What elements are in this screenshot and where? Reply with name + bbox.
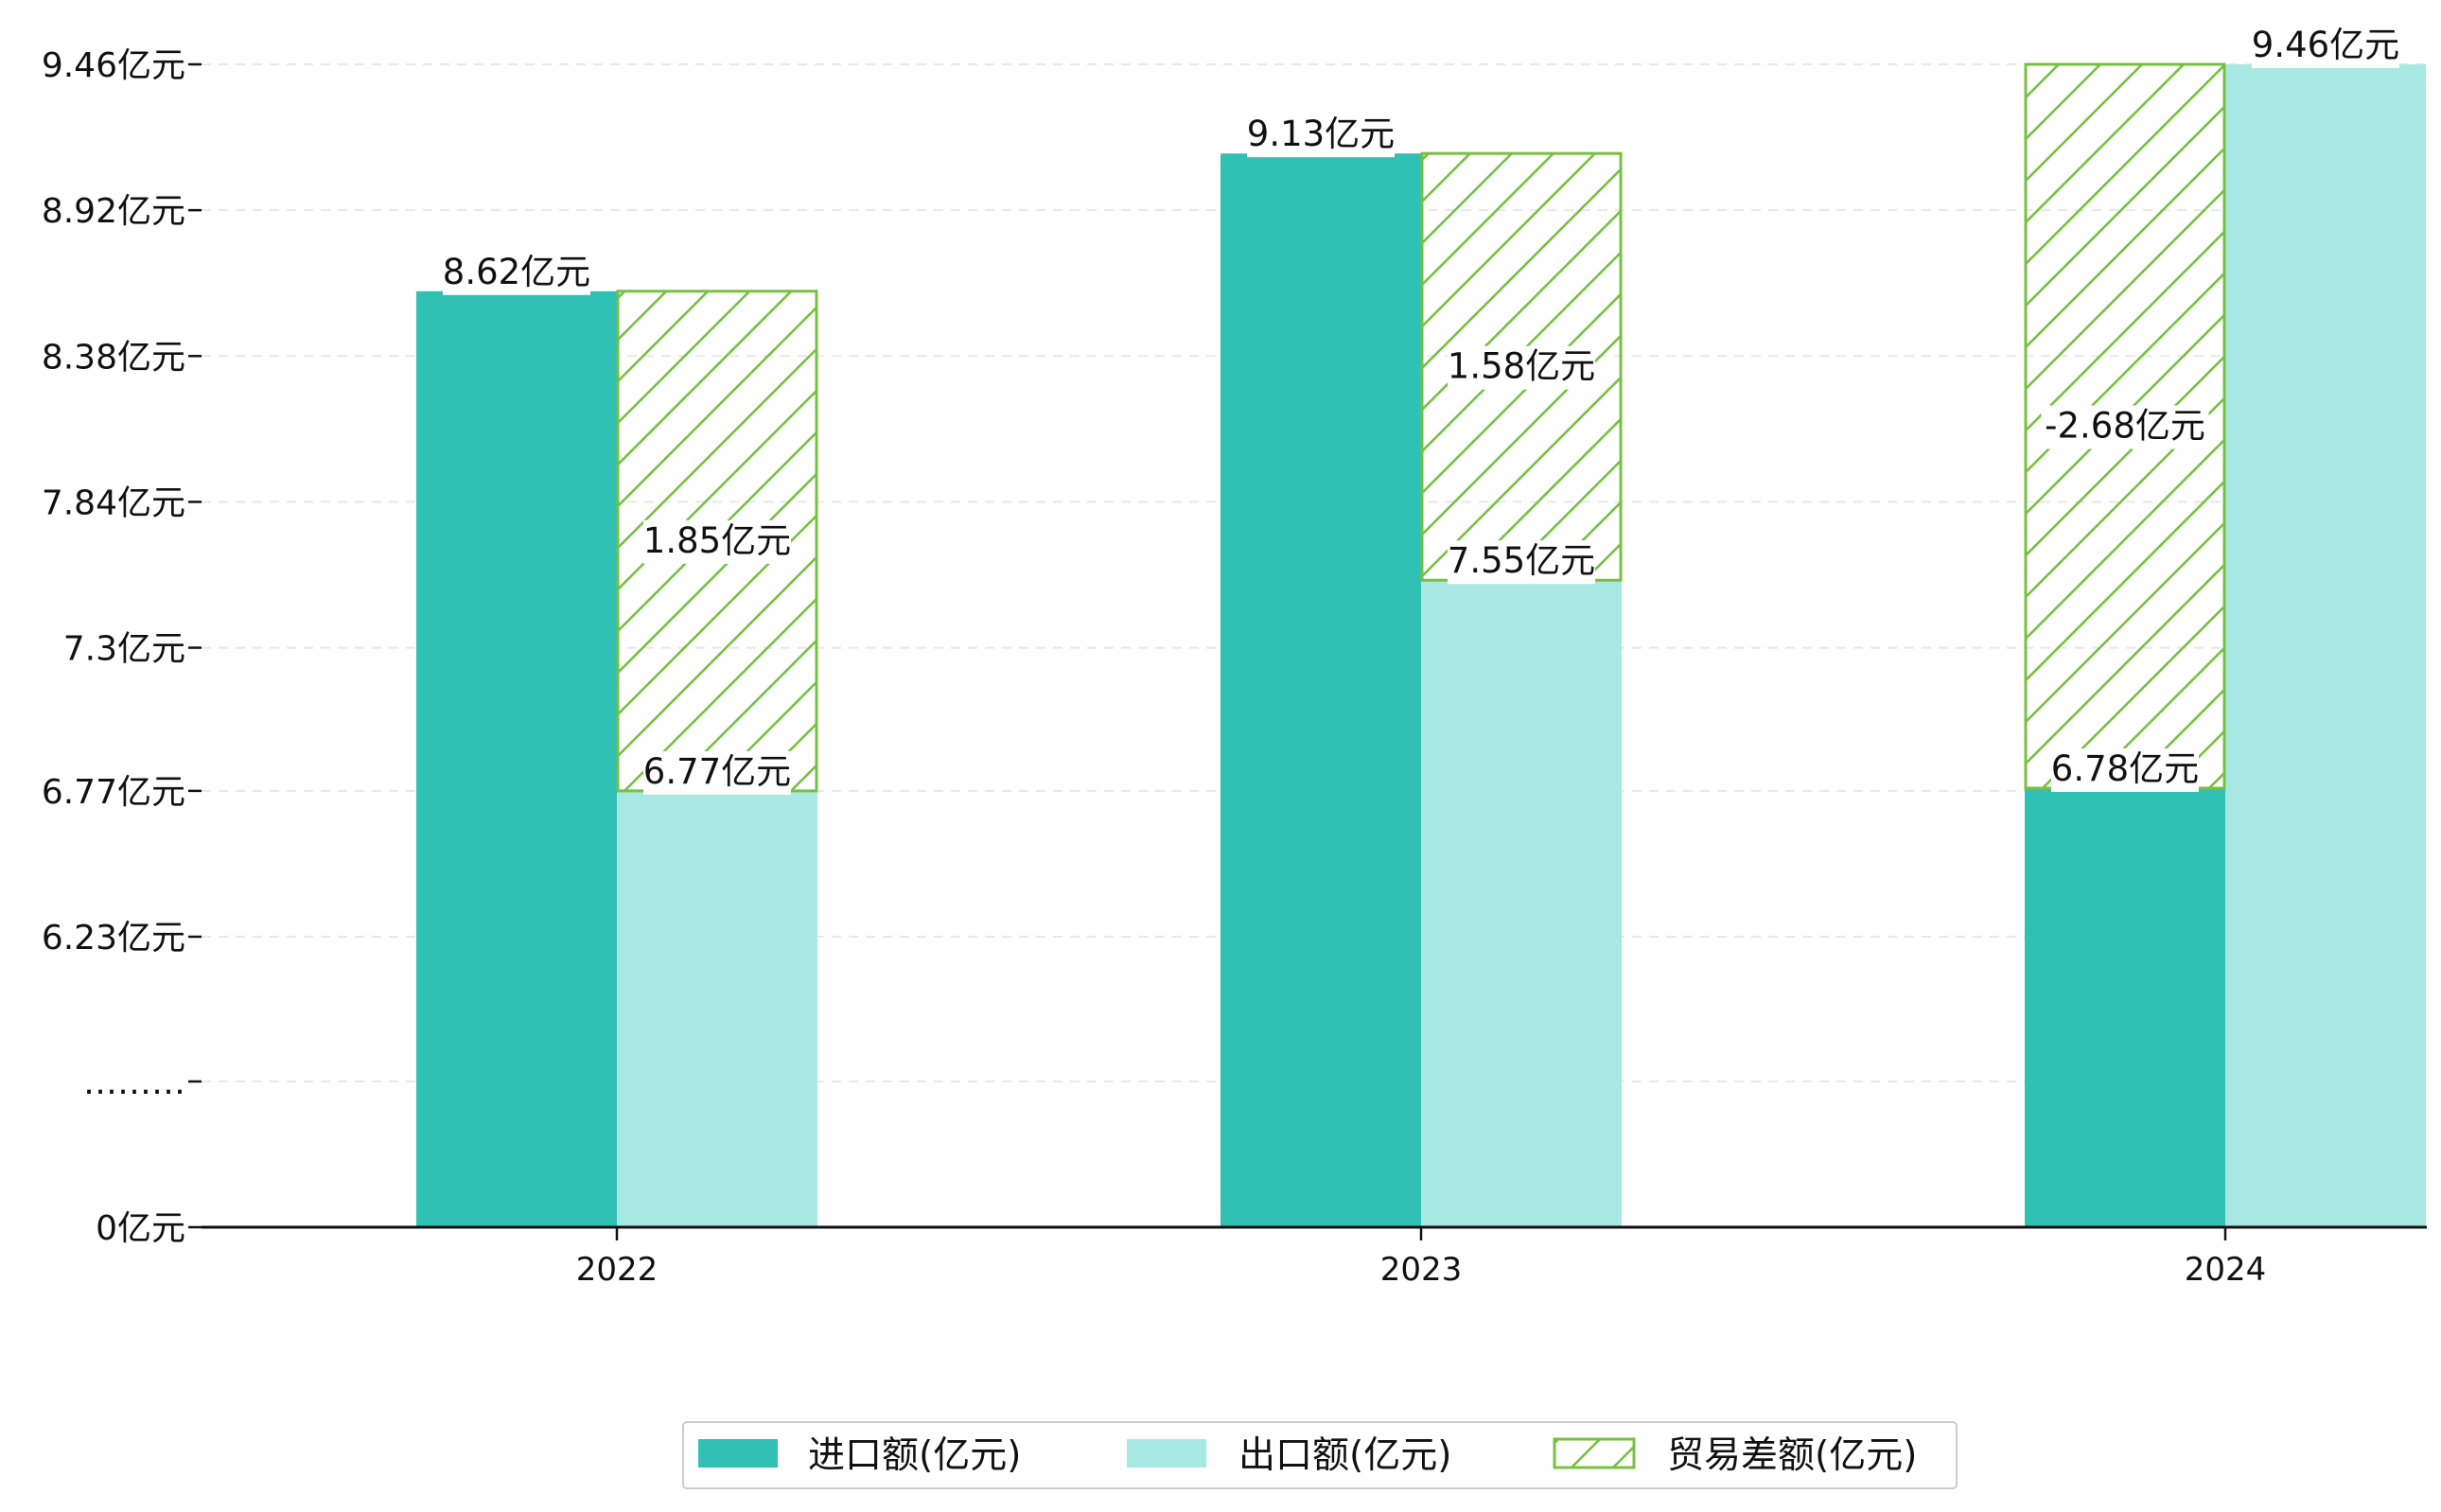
label-balance: 1.58亿元 <box>1448 346 1595 387</box>
bar-export <box>2225 64 2426 1227</box>
y-tick-label: 9.46亿元 <box>42 46 185 85</box>
label-import: 8.62亿元 <box>443 252 590 292</box>
label-balance: 1.85亿元 <box>643 520 791 561</box>
label-import-bg <box>443 251 590 295</box>
label-import: 9.13亿元 <box>1247 114 1395 154</box>
legend-swatch-export <box>1127 1439 1206 1468</box>
y-tick-label: 8.92亿元 <box>42 192 185 231</box>
bar-import <box>1220 153 1421 1228</box>
label-export: 7.55亿元 <box>1448 540 1595 581</box>
y-tick-label: 7.3亿元 <box>63 630 185 669</box>
label-export-bg <box>2252 25 2399 68</box>
label-balance: -2.68亿元 <box>2045 406 2205 447</box>
x-tick-label: 2023 <box>1380 1251 1463 1289</box>
label-export-bg <box>643 750 791 795</box>
bar-import <box>2025 788 2225 1227</box>
label-export: 9.46亿元 <box>2252 25 2399 65</box>
label-export: 6.77亿元 <box>643 751 791 792</box>
bars <box>416 62 2426 1228</box>
legend-label-balance: 贸易差额(亿元) <box>1667 1434 1917 1477</box>
label-import: 6.78亿元 <box>2051 748 2199 789</box>
y-tick-label: ……… <box>83 1064 185 1102</box>
bar-export <box>1421 580 1622 1227</box>
legend-swatch-import <box>698 1439 778 1468</box>
label-balance-bg <box>2041 405 2209 449</box>
legend: 进口额(亿元) 出口额(亿元) 贸易差额(亿元) <box>682 1421 1958 1489</box>
y-tick-label: 7.84亿元 <box>42 483 185 522</box>
x-tick-label: 2022 <box>576 1251 659 1289</box>
bar-export <box>617 790 817 1227</box>
y-tick-label: 0亿元 <box>96 1209 185 1248</box>
legend-swatch-balance <box>1553 1437 1636 1469</box>
label-export-bg <box>1448 540 1595 585</box>
label-balance-bg <box>643 519 791 564</box>
data-labels: 8.62亿元 6.77亿元 1.85亿元 9.13亿元 7.55亿元 1.58亿元 6.78… <box>443 25 2399 795</box>
y-tick-label: 6.77亿元 <box>42 773 185 812</box>
legend-box <box>682 1421 1958 1489</box>
bar-import <box>416 290 617 1227</box>
y-tick-label: 6.23亿元 <box>42 919 185 958</box>
label-import-bg <box>1247 114 1395 158</box>
label-import-bg <box>2051 748 2199 793</box>
axes: 9.46亿元 8.92亿元 8.38亿元 7.84亿元 7.3亿元 6.77亿元 6.23亿… <box>42 46 2427 1289</box>
legend-label-import: 进口额(亿元) <box>808 1434 1021 1477</box>
label-balance-bg <box>1448 345 1595 390</box>
y-tick-label: 8.38亿元 <box>42 338 185 377</box>
x-tick-label: 2024 <box>2185 1251 2267 1289</box>
legend-label-export: 出口额(亿元) <box>1238 1434 1451 1477</box>
